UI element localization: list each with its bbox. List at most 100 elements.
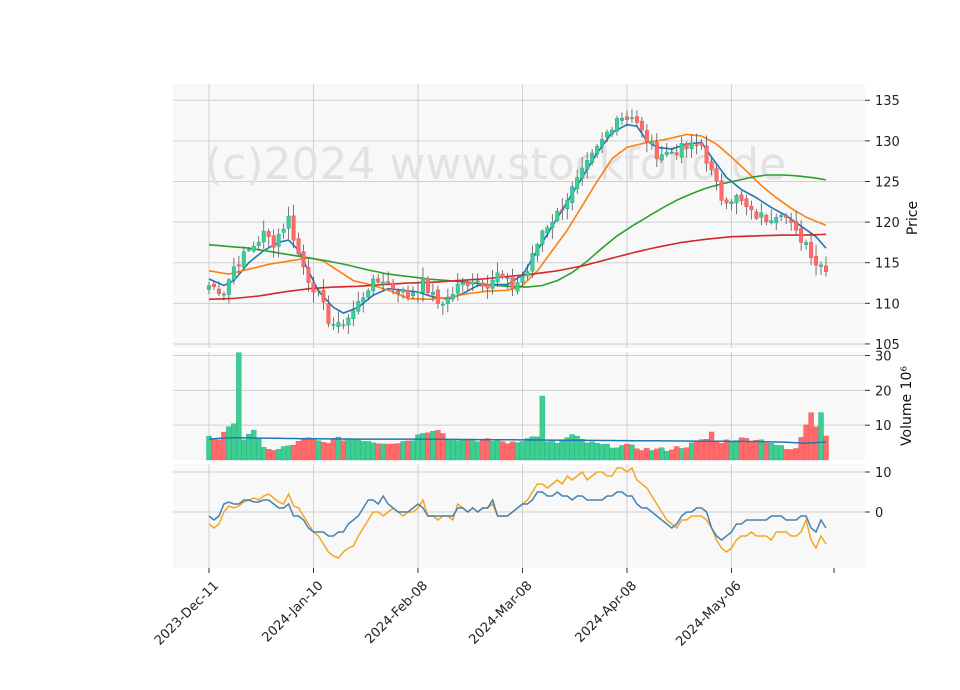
- candle-body: [236, 264, 241, 267]
- candle-body: [699, 142, 704, 146]
- x-tick-label: 2024-Jan-10: [260, 578, 327, 645]
- volume-bar: [216, 439, 222, 461]
- candle-body: [789, 219, 794, 223]
- candle-body: [455, 283, 460, 294]
- candle-body: [639, 120, 644, 131]
- volume-bar: [350, 439, 356, 461]
- volume-bar: [614, 447, 620, 461]
- candle-body: [545, 227, 550, 234]
- candle-body: [341, 324, 346, 327]
- candle-body: [500, 273, 505, 278]
- x-tick-label: 2024-Apr-08: [573, 578, 640, 645]
- candle-body: [624, 116, 629, 120]
- oscillator-osc_b: [208, 491, 827, 541]
- volume-bar: [355, 439, 361, 461]
- volume-bar: [330, 438, 337, 461]
- y-tick-label: 30: [875, 349, 892, 364]
- volume-bar: [345, 439, 352, 461]
- volume-bar: [231, 423, 237, 461]
- volume-bar: [340, 440, 347, 461]
- candle-body: [495, 272, 500, 283]
- volume-bar: [688, 442, 695, 461]
- candle-body: [216, 288, 221, 294]
- candle-body: [759, 212, 764, 218]
- volume-bar: [639, 450, 645, 461]
- candle-body: [694, 144, 699, 146]
- candle-body: [704, 145, 709, 164]
- volume-bar: [559, 439, 565, 461]
- candle-body: [814, 256, 819, 266]
- candle-body: [709, 161, 714, 171]
- candle-body: [301, 251, 306, 268]
- candle-body: [475, 280, 480, 283]
- candle-body: [470, 281, 475, 285]
- candle-body: [411, 292, 415, 297]
- y-axis-ticks: 105 110 115 120 125 130 135 10 20 30 0 10: [865, 94, 900, 521]
- candle-body: [674, 152, 679, 156]
- y-tick-label: 125: [875, 175, 900, 190]
- volume-bar: [385, 443, 391, 461]
- candle-body: [211, 283, 216, 287]
- watermark: (c)2024 www.stockfolio.de: [205, 139, 786, 190]
- volume-bar: [310, 439, 317, 461]
- candle-body: [425, 278, 430, 294]
- volume-bar: [455, 440, 461, 461]
- candle-body: [555, 210, 560, 221]
- candle-body: [784, 215, 789, 218]
- candle-body: [221, 293, 226, 296]
- volume-bar: [659, 447, 665, 461]
- volume-bar: [604, 443, 610, 461]
- volume-bar: [440, 433, 446, 461]
- candle-body: [649, 140, 654, 145]
- candle-body: [644, 130, 649, 143]
- candle-body: [415, 291, 420, 294]
- candle-body: [819, 264, 824, 267]
- candle-body: [634, 116, 639, 123]
- candle-body: [550, 222, 555, 229]
- volume-bar: [569, 434, 575, 461]
- candle-body: [356, 301, 361, 312]
- volume-bar: [494, 438, 501, 461]
- volume-bar: [400, 441, 406, 461]
- volume-bars: [206, 352, 829, 461]
- candle-body: [595, 145, 600, 155]
- volume-bar: [524, 438, 531, 461]
- candle-body: [565, 200, 570, 210]
- candle-body: [515, 282, 520, 292]
- candle-body: [749, 205, 754, 211]
- candle-body: [615, 118, 620, 132]
- candle-body: [774, 217, 779, 224]
- y-tick-label: 135: [875, 94, 900, 109]
- y-tick-label: 10: [875, 466, 892, 481]
- candle-body: [430, 291, 435, 295]
- volume-bar: [325, 443, 332, 461]
- candle-body: [331, 324, 336, 326]
- candle-body: [570, 186, 575, 203]
- candle-body: [226, 279, 231, 295]
- volume-bar: [484, 438, 491, 461]
- candle-body: [386, 281, 391, 283]
- candle-body: [391, 282, 396, 290]
- volume-bar: [261, 447, 267, 461]
- candle-body: [326, 303, 331, 325]
- candle-body: [769, 220, 774, 224]
- volume-bar: [405, 440, 411, 461]
- volume-bar: [594, 443, 600, 461]
- volume-bar: [733, 440, 740, 461]
- volume-bar: [226, 426, 232, 461]
- candle-body: [291, 215, 296, 241]
- candle-body: [445, 297, 450, 304]
- candle-body: [276, 234, 281, 247]
- candle-body: [311, 282, 316, 293]
- volume-bar: [280, 446, 287, 461]
- candle-body: [361, 297, 366, 303]
- candle-body: [366, 290, 371, 298]
- candle-body: [520, 276, 525, 283]
- candle-body: [535, 244, 540, 256]
- volume-bar: [470, 440, 476, 461]
- volume-bar: [275, 449, 282, 461]
- volume-bar: [460, 439, 466, 461]
- x-tick-label: 2023-Dec-11: [152, 578, 222, 648]
- candle-body: [241, 251, 246, 268]
- candle-body: [251, 245, 256, 252]
